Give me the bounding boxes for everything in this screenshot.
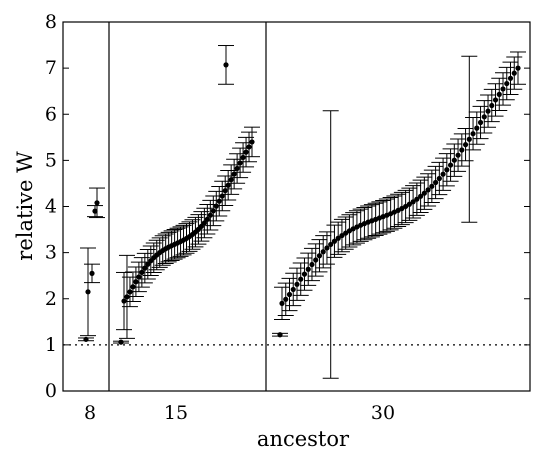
data-point: [432, 179, 439, 186]
data-point: [290, 286, 296, 293]
data-point: [210, 208, 216, 214]
data-point: [343, 230, 349, 236]
data-point: [277, 332, 283, 338]
data-point: [455, 152, 461, 158]
data-point: [335, 235, 341, 241]
data-point: [279, 300, 285, 306]
y-tick-label: 3: [45, 242, 57, 264]
data-point: [429, 183, 435, 189]
data-point: [474, 125, 480, 131]
plot-frame: [62, 21, 531, 392]
data-point: [286, 291, 293, 298]
data-point: [425, 187, 431, 193]
y-tick-label: 2: [45, 288, 57, 310]
data-point: [339, 232, 345, 239]
data-point: [130, 284, 136, 290]
data-point: [237, 160, 243, 166]
data-point: [228, 177, 234, 183]
data-point: [451, 157, 457, 163]
data-point: [515, 65, 521, 71]
data-point: [331, 238, 338, 244]
data-point: [213, 203, 219, 209]
data-point: [246, 144, 252, 150]
data-point: [421, 190, 427, 196]
data-point: [124, 294, 130, 300]
data-point: [305, 266, 311, 272]
data-point: [225, 182, 231, 188]
x-axis-label: ancestor: [257, 427, 350, 451]
data-point: [492, 97, 499, 103]
data-point: [94, 200, 100, 206]
data-point: [489, 102, 495, 109]
y-tick-label: 6: [45, 103, 57, 125]
data-point: [298, 276, 304, 282]
data-point: [133, 279, 139, 285]
data-point: [436, 175, 442, 182]
data-point: [496, 91, 502, 97]
data-point: [216, 198, 222, 204]
x-tick-label: 15: [164, 402, 188, 424]
data-point: [301, 271, 308, 277]
data-point: [403, 203, 409, 210]
data-point: [240, 154, 246, 161]
data-point: [328, 241, 334, 248]
data-point: [249, 139, 255, 145]
data-point: [485, 108, 491, 114]
data-point: [145, 261, 151, 267]
data-point: [85, 289, 91, 295]
data-point: [410, 199, 416, 205]
data-point: [127, 289, 133, 295]
y-tick-label: 8: [45, 11, 57, 33]
data-point: [447, 162, 454, 168]
data-point: [201, 220, 207, 226]
data-point: [320, 249, 326, 255]
data-point: [139, 269, 145, 275]
data-point: [507, 75, 514, 81]
y-tick-label: 5: [45, 149, 57, 171]
data-point: [444, 167, 450, 173]
y-tick-label: 0: [45, 380, 57, 402]
data-point: [243, 149, 249, 155]
data-point: [316, 253, 323, 259]
data-point: [324, 245, 330, 251]
data-point: [222, 188, 228, 194]
data-point: [481, 114, 487, 120]
data-point: [223, 62, 229, 68]
data-point: [313, 257, 319, 263]
data-point: [118, 339, 124, 345]
data-point: [83, 336, 89, 342]
x-tick-label: 8: [84, 402, 96, 424]
data-point: [466, 136, 472, 142]
y-tick-label: 4: [45, 196, 57, 218]
data-point: [231, 171, 237, 177]
data-point: [470, 131, 476, 137]
y-axis-label: relative W: [13, 151, 37, 261]
y-tick-label: 7: [45, 57, 57, 79]
data-point: [462, 142, 469, 148]
chart-marks: 0 1 2 3 4 5 6 7 8 8 15 30: [45, 11, 531, 424]
x-tick-label: 30: [371, 402, 395, 424]
data-point: [309, 261, 315, 268]
data-point: [511, 70, 517, 76]
y-tick-label: 1: [45, 334, 57, 356]
data-point: [198, 223, 204, 229]
data-point: [136, 274, 142, 280]
data-point: [477, 119, 484, 126]
data-point: [92, 208, 98, 214]
data-point: [121, 298, 127, 304]
data-point: [504, 80, 510, 87]
data-point: [414, 196, 420, 202]
data-point: [294, 281, 300, 287]
data-point: [406, 201, 412, 207]
data-point: [500, 86, 506, 92]
data-point: [459, 147, 465, 153]
data-point: [207, 212, 213, 218]
data-point: [89, 270, 95, 276]
data-point: [142, 265, 148, 271]
data-point: [418, 193, 424, 199]
data-point: [440, 171, 446, 177]
data-point: [283, 296, 289, 302]
